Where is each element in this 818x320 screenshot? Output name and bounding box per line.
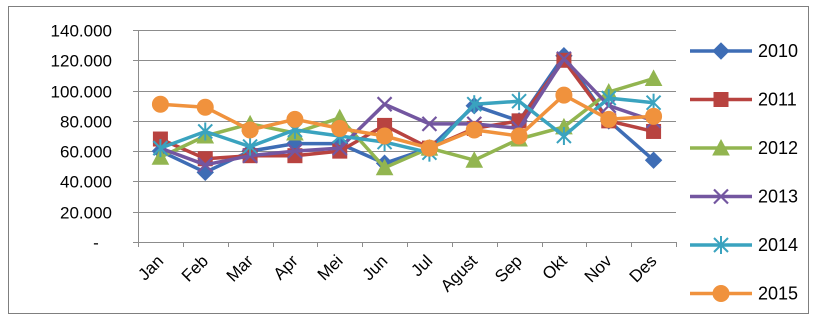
y-tick-label: 100.000 — [51, 83, 112, 102]
chart-border — [8, 6, 809, 314]
data-point — [601, 89, 617, 108]
data-point — [600, 110, 618, 128]
legend: 2010 2011 2012 2013 2014 2015 — [690, 41, 798, 304]
y-tick-label: 140.000 — [51, 22, 112, 41]
legend-item: 2013 — [690, 187, 798, 207]
data-point — [421, 116, 438, 132]
legend-marker — [713, 236, 729, 254]
y-tick-label: 60.000 — [60, 143, 112, 162]
legend-label: 2014 — [758, 235, 798, 255]
data-point — [465, 121, 483, 139]
data-point — [420, 139, 438, 157]
legend-marker — [712, 285, 730, 302]
data-point — [241, 121, 259, 139]
data-point — [375, 158, 394, 176]
data-point — [511, 92, 527, 111]
legend-label: 2013 — [758, 187, 798, 207]
data-point — [556, 50, 572, 67]
legend-label: 2012 — [758, 138, 798, 158]
data-point — [510, 127, 528, 145]
legend-item: 2014 — [690, 235, 798, 255]
gridlines — [138, 30, 676, 213]
data-point — [645, 107, 663, 125]
y-tick-label: 80.000 — [60, 113, 112, 132]
series-line — [159, 57, 655, 167]
data-point — [197, 156, 214, 173]
legend-item: 2012 — [690, 138, 798, 158]
data-point — [465, 151, 484, 168]
data-point — [287, 143, 303, 159]
data-point — [286, 110, 304, 128]
data-point — [376, 127, 394, 145]
data-point — [644, 151, 663, 169]
y-tick-label: - — [93, 234, 99, 253]
legend-marker — [712, 42, 730, 60]
legend-marker — [712, 138, 730, 156]
legend-item: 2015 — [690, 284, 798, 304]
legend-label: 2011 — [758, 90, 797, 110]
y-tick-label: 20.000 — [60, 204, 112, 223]
data-point — [466, 95, 482, 114]
series-2015 — [151, 86, 663, 157]
data-point — [555, 86, 573, 104]
data-point — [556, 127, 572, 145]
data-point — [197, 122, 213, 141]
y-tick-label: 120.000 — [51, 52, 112, 71]
legend-label: 2010 — [758, 41, 798, 61]
data-point — [331, 119, 349, 137]
y-tick-label: 40.000 — [60, 173, 112, 192]
legend-marker — [713, 188, 729, 205]
y-axis-ticks: - 20.000 40.000 60.000 80.000 100.000 120.000 1… — [51, 22, 138, 253]
legend-marker — [713, 92, 729, 107]
legend-item: 2011 — [690, 90, 797, 110]
legend-label: 2015 — [758, 284, 798, 304]
data-point — [376, 96, 393, 112]
data-point — [151, 95, 169, 113]
legend-item: 2010 — [690, 41, 798, 61]
data-point — [644, 69, 663, 86]
data-point — [331, 140, 348, 156]
data-point — [242, 137, 258, 156]
data-point — [152, 139, 169, 158]
data-point — [196, 98, 214, 116]
